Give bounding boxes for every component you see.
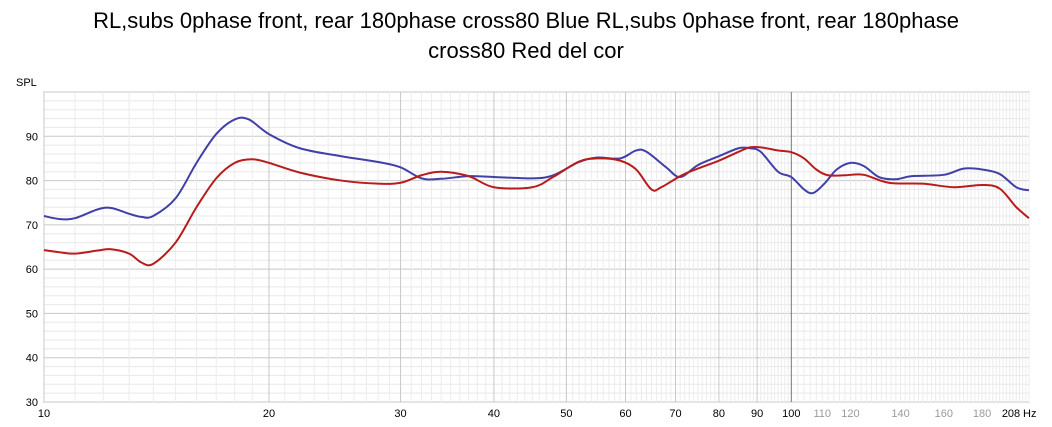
x-tick-label: 90 — [751, 408, 763, 420]
y-tick-label: 80 — [26, 176, 38, 188]
y-tick-label: 60 — [26, 264, 38, 276]
x-tick-label: 70 — [669, 408, 681, 420]
series-group — [43, 116, 1030, 267]
x-tick-label: 10 — [38, 408, 50, 420]
x-tick-label: 40 — [488, 408, 500, 420]
x-tick-label-minor: 160 — [935, 408, 953, 420]
x-tick-label: 50 — [560, 408, 572, 420]
x-tick-label: 30 — [394, 408, 406, 420]
series-line-blue — [43, 116, 1030, 221]
y-tick-label: 40 — [26, 353, 38, 365]
axes: 30 40 50 60 70 80 90 10 20 30 40 50 60 70 80 90 100 208 Hz… — [26, 131, 1037, 420]
x-tick-label-minor: 110 — [813, 408, 831, 420]
x-tick-label-minor: 140 — [891, 408, 909, 420]
y-tick-label: 30 — [26, 397, 38, 409]
y-axis-label: SPL — [16, 77, 37, 89]
x-tick-label: 100 — [782, 408, 800, 420]
x-tick-label-minor: 120 — [841, 408, 859, 420]
y-tick-label: 70 — [26, 220, 38, 232]
x-tick-label: 80 — [713, 408, 725, 420]
chart-title-container: RL,subs 0phase front, rear 180phase cros… — [0, 6, 1052, 66]
y-tick-label: 50 — [26, 308, 38, 320]
chart-title: RL,subs 0phase front, rear 180phase cros… — [93, 8, 959, 63]
x-tick-label: 20 — [263, 408, 275, 420]
x-tick-label-minor: 180 — [973, 408, 991, 420]
x-tick-label: 208 — [1002, 408, 1020, 420]
x-tick-label: 60 — [619, 408, 631, 420]
y-tick-label: 90 — [26, 131, 38, 143]
series-line-red — [43, 145, 1030, 267]
x-unit-label: Hz — [1023, 408, 1036, 420]
grid — [43, 91, 1030, 403]
